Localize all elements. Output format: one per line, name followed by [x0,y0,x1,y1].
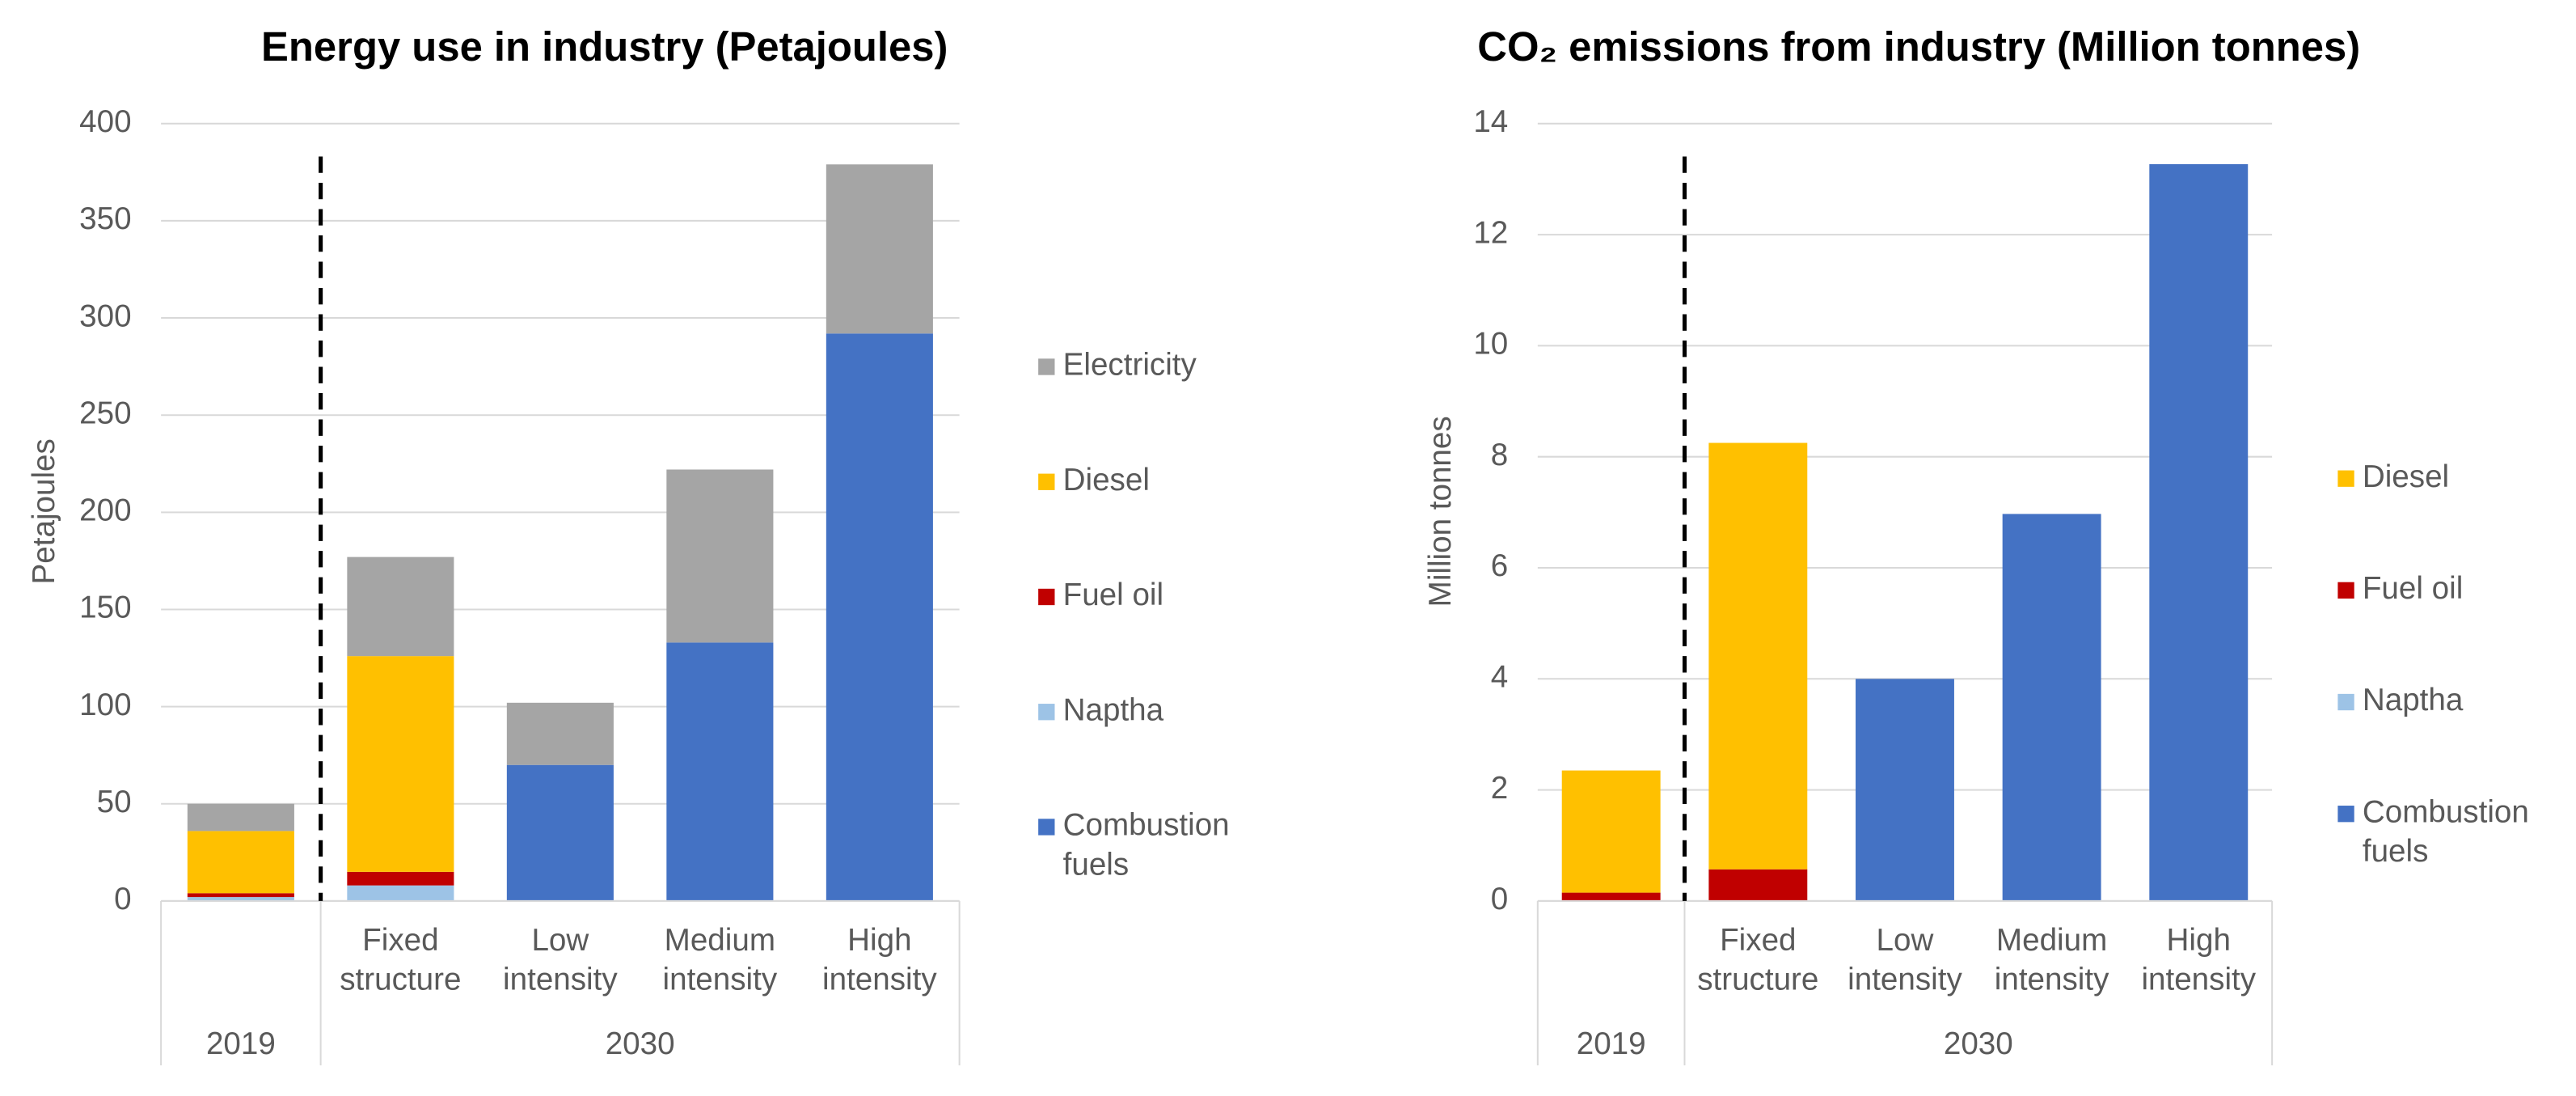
y-tick-label: 50 [97,785,132,819]
legend-swatch [1038,588,1055,606]
y-tick-label: 8 [1491,438,1508,472]
legend-label: Naptha [1062,693,1164,729]
bar-segment [666,642,774,901]
legend-swatch [1038,704,1055,721]
bar-segment [1708,869,1808,901]
bar-segment [187,893,294,898]
y-tick-label: 14 [1473,104,1508,139]
legend-swatch [2337,806,2354,823]
legend-swatch [1038,473,1055,490]
legend-swatch [1038,358,1055,375]
legend-label-box: Combustion fuels [2362,795,2529,870]
legend-label: Combustion fuels [1062,809,1230,883]
group-label: 2030 [606,1026,675,1061]
x-tick-label-box: Medium intensity [1994,924,2109,998]
bar-segment [1856,679,1954,901]
legend-label: Electricity [1062,349,1197,383]
chart-title: CO₂ emissions from industry (Million ton… [1477,23,2360,70]
x-tick-label: Medium intensity [662,924,778,998]
bar-segment [187,803,294,832]
bar-segment [347,871,454,886]
group-label: 2019 [1577,1026,1646,1061]
legend-label-box: Fuel oil [2362,572,2464,607]
y-tick-label: 300 [79,298,131,333]
y-tick-label: 100 [79,688,131,722]
group-label: 2019 [206,1026,276,1061]
y-tick-label: 0 [114,882,131,916]
legend-label: Fuel oil [2362,572,2464,607]
legend-label-box: Fuel oil [1062,578,1164,614]
bar-segment [2002,514,2101,901]
y-tick-label: 0 [1491,882,1508,916]
legend-label: Naptha [2362,683,2464,719]
x-tick-label: Fixed structure [1697,924,1819,998]
x-tick-label-box: High intensity [2141,924,2257,998]
y-tick-label: 6 [1491,548,1508,583]
legend-label-box: Diesel [2362,460,2450,496]
y-axis-label: Million tonnes [1423,416,1458,607]
legend-label-box: Combustion fuels [1062,809,1230,883]
x-tick-label-box: High intensity [822,924,937,998]
x-tick-label-box: Fixed structure [1697,924,1819,998]
legend-label-box: Naptha [1062,693,1164,729]
legend-label: Fuel oil [1062,578,1164,614]
bar-segment [1561,770,1661,893]
bar-segment [506,764,614,901]
bar-segment [347,656,454,872]
bar-segment [506,702,614,765]
group-label: 2030 [1944,1026,2013,1061]
bar-segment [1561,892,1661,901]
legend-label: Diesel [1062,463,1150,499]
y-tick-label: 2 [1491,771,1508,806]
legend-label: Combustion fuels [2362,795,2529,870]
x-tick-label-box: Medium intensity [662,924,778,998]
y-tick-label: 4 [1491,659,1508,694]
y-tick-label: 150 [79,590,131,625]
bar-segment [826,164,933,334]
bar-segment [1708,442,1808,870]
x-tick-label-box: Low intensity [503,924,618,998]
chart-title: Energy use in industry (Petajoules) [261,23,948,70]
y-tick-label: 250 [79,396,131,430]
bar-segment [2149,163,2249,901]
x-tick-label-box: Low intensity [1848,924,1962,998]
y-tick-label: 10 [1473,327,1508,362]
x-tick-label-box: Fixed structure [340,924,462,998]
legend-label-box: Naptha [2362,683,2464,719]
x-tick-label: Low intensity [503,924,618,998]
bar-segment [347,885,454,901]
legend-label-box: Diesel [1062,463,1150,499]
y-tick-label: 350 [79,201,131,236]
x-tick-label: Medium intensity [1994,924,2109,998]
bar-segment [187,831,294,894]
y-tick-label: 12 [1473,215,1508,250]
x-tick-label: Low intensity [1848,924,1962,998]
y-tick-label: 400 [79,104,131,139]
bar-segment [826,333,933,901]
x-tick-label: Fixed structure [340,924,462,998]
legend-swatch [2337,582,2354,599]
legend-label-box: Electricity [1062,349,1197,383]
bar-segment [347,556,454,657]
y-axis-label: Petajoules [27,438,61,584]
x-tick-label: High intensity [822,924,937,998]
bar-segment [666,469,774,643]
x-tick-label: High intensity [2141,924,2257,998]
legend-label: Diesel [2362,460,2450,496]
bar-segment [187,897,294,901]
legend-swatch [1038,819,1055,836]
y-tick-label: 200 [79,493,131,528]
legend-swatch [2337,693,2354,711]
legend-swatch [2337,470,2354,487]
